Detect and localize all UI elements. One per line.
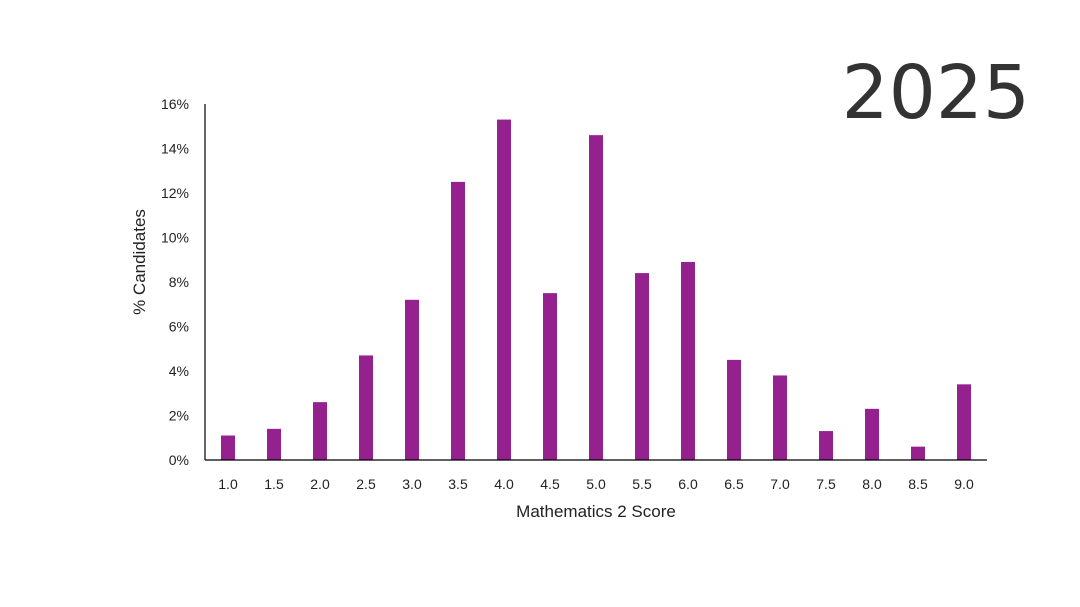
bar bbox=[543, 293, 557, 460]
y-tick-label: 14% bbox=[161, 141, 189, 157]
bar bbox=[727, 359, 741, 460]
x-tick-label: 7.5 bbox=[816, 476, 836, 492]
bar bbox=[497, 119, 511, 460]
x-tick-label: 5.0 bbox=[586, 476, 606, 492]
bar bbox=[957, 384, 971, 460]
bar bbox=[865, 408, 879, 460]
bar bbox=[819, 431, 833, 460]
bar bbox=[635, 273, 649, 460]
year-label: 2025 bbox=[841, 50, 1030, 136]
x-tick-label: 8.5 bbox=[908, 476, 928, 492]
y-tick-label: 2% bbox=[169, 408, 189, 424]
y-tick-label: 0% bbox=[169, 452, 189, 468]
bar bbox=[681, 261, 695, 460]
bar bbox=[773, 375, 787, 460]
bar bbox=[313, 402, 327, 460]
y-tick-label: 10% bbox=[161, 230, 189, 246]
bar bbox=[359, 355, 373, 460]
y-tick-label: 6% bbox=[169, 319, 189, 335]
x-tick-label: 2.0 bbox=[310, 476, 330, 492]
x-tick-label: 2.5 bbox=[356, 476, 376, 492]
y-tick-label: 8% bbox=[169, 274, 189, 290]
x-tick-label: 7.0 bbox=[770, 476, 790, 492]
bar bbox=[451, 181, 465, 460]
y-axis-ticks: 0% 2% 4% 6% 8% 10% 12% 14% 16% bbox=[161, 96, 189, 468]
x-tick-label: 3.0 bbox=[402, 476, 422, 492]
bar bbox=[911, 446, 925, 460]
x-tick-label: 5.5 bbox=[632, 476, 652, 492]
x-tick-label: 8.0 bbox=[862, 476, 882, 492]
x-axis-title: Mathematics 2 Score bbox=[516, 502, 676, 521]
x-tick-label: 4.5 bbox=[540, 476, 560, 492]
x-tick-label: 1.0 bbox=[218, 476, 238, 492]
x-tick-label: 6.5 bbox=[724, 476, 744, 492]
x-axis-ticks: 1.0 1.5 2.0 2.5 3.0 3.5 4.0 4.5 5.0 5.5 6.0 6.5 7.0 7… bbox=[218, 476, 974, 492]
bar bbox=[405, 299, 419, 460]
bars bbox=[221, 119, 971, 460]
x-tick-label: 3.5 bbox=[448, 476, 468, 492]
x-tick-label: 1.5 bbox=[264, 476, 284, 492]
bar bbox=[221, 435, 235, 460]
x-tick-label: 4.0 bbox=[494, 476, 514, 492]
y-tick-label: 16% bbox=[161, 96, 189, 112]
y-tick-label: 12% bbox=[161, 185, 189, 201]
y-axis-title: % Candidates bbox=[130, 209, 149, 315]
y-tick-label: 4% bbox=[169, 363, 189, 379]
x-tick-label: 9.0 bbox=[954, 476, 974, 492]
x-tick-label: 6.0 bbox=[678, 476, 698, 492]
bar bbox=[589, 135, 603, 460]
bar bbox=[267, 428, 281, 460]
